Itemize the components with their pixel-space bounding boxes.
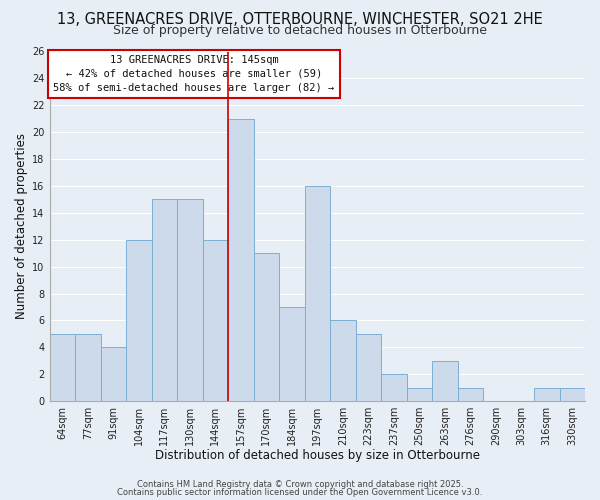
Bar	[279, 307, 305, 401]
Bar	[50, 334, 75, 401]
Bar	[126, 240, 152, 401]
Bar	[254, 253, 279, 401]
Bar	[407, 388, 432, 401]
Bar	[330, 320, 356, 401]
X-axis label: Distribution of detached houses by size in Otterbourne: Distribution of detached houses by size …	[155, 450, 480, 462]
Bar	[228, 118, 254, 401]
Text: 13 GREENACRES DRIVE: 145sqm
← 42% of detached houses are smaller (59)
58% of sem: 13 GREENACRES DRIVE: 145sqm ← 42% of det…	[53, 55, 335, 93]
Bar	[432, 361, 458, 401]
Bar	[458, 388, 483, 401]
Text: Contains public sector information licensed under the Open Government Licence v3: Contains public sector information licen…	[118, 488, 482, 497]
Text: Size of property relative to detached houses in Otterbourne: Size of property relative to detached ho…	[113, 24, 487, 37]
Bar	[152, 200, 177, 401]
Text: Contains HM Land Registry data © Crown copyright and database right 2025.: Contains HM Land Registry data © Crown c…	[137, 480, 463, 489]
Bar	[101, 348, 126, 401]
Bar	[203, 240, 228, 401]
Bar	[177, 200, 203, 401]
Bar	[381, 374, 407, 401]
Y-axis label: Number of detached properties: Number of detached properties	[15, 134, 28, 320]
Bar	[356, 334, 381, 401]
Bar	[75, 334, 101, 401]
Text: 13, GREENACRES DRIVE, OTTERBOURNE, WINCHESTER, SO21 2HE: 13, GREENACRES DRIVE, OTTERBOURNE, WINCH…	[57, 12, 543, 28]
Bar	[305, 186, 330, 401]
Bar	[534, 388, 560, 401]
Bar	[560, 388, 585, 401]
